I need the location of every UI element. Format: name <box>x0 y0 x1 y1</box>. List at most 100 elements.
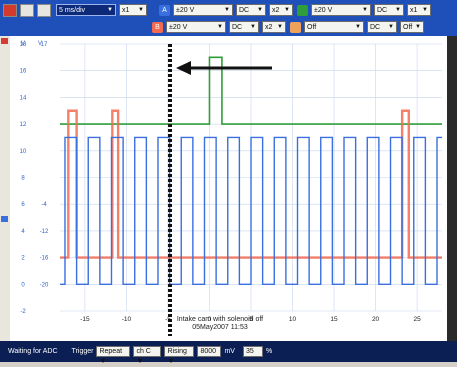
scope-display[interactable]: V V 18 16 14 12 10 8 6 4 2 0 -2 17 -4 -12 -16 -20 -15-… <box>10 36 447 341</box>
trigger-mode: Repeat <box>99 348 123 355</box>
y-tick-label-a: 4 <box>21 229 25 235</box>
channel-c-zoom-select[interactable]: x1 ▼ <box>407 4 431 16</box>
stop-button[interactable] <box>3 3 17 17</box>
settings-icon[interactable] <box>37 3 51 17</box>
channel-a-icon[interactable]: A <box>159 4 170 16</box>
x-tick-label: -15 <box>80 316 90 323</box>
channel-d-coupling: DC <box>370 23 381 31</box>
chevron-down-icon: ▼ <box>138 6 144 13</box>
channel-d-coupling-select[interactable]: DC ▼ <box>367 21 397 33</box>
chevron-down-icon: ▼ <box>284 6 290 13</box>
channel-a-trace <box>60 136 442 285</box>
channel-b-range-select[interactable]: ±20 V ▼ <box>166 21 226 33</box>
ruler-marker-icon[interactable] <box>1 216 8 222</box>
y-tick-label-a: 6 <box>21 202 25 208</box>
arrow-left-icon <box>176 61 191 75</box>
channel-d-icon[interactable] <box>290 21 301 33</box>
chevron-down-icon: ▼ <box>217 23 223 30</box>
channel-c-trace <box>60 56 442 125</box>
y-tick-label-b: -20 <box>40 282 49 288</box>
y-ticks-channel-a: 18 16 14 12 10 8 6 4 2 0 -2 <box>20 42 27 315</box>
chevron-down-icon: ▼ <box>257 6 263 13</box>
x-tick-label: -10 <box>122 316 132 323</box>
y-tick-label-a: 10 <box>20 149 27 155</box>
trigger-channel-select[interactable]: ch C ▼ <box>133 346 162 365</box>
pretrigger-unit: % <box>265 348 273 355</box>
y-tick-label-a: -2 <box>20 309 26 315</box>
channel-c-coupling-select[interactable]: DC ▼ <box>374 4 404 16</box>
y-tick-label-a: 18 <box>20 42 27 48</box>
pretrigger-input[interactable]: 35 <box>242 346 263 357</box>
zoom-select[interactable]: x1 ▼ <box>119 4 147 16</box>
y-tick-label-a: 2 <box>21 256 25 262</box>
channel-b-zoom: x2 <box>265 23 273 31</box>
trigger-level-input[interactable]: 8000 <box>197 346 222 357</box>
trigger-label: Trigger <box>71 348 94 355</box>
chevron-down-icon: ▼ <box>395 6 401 13</box>
toolbar-row-1: 5 ms/div ▼ x1 ▼ A ±20 V ▼ DC ▼ x2 ▼ ±20 V ▼ DC… <box>0 2 431 18</box>
chevron-down-icon: ▼ <box>224 6 230 13</box>
chevron-down-icon: ▼ <box>362 6 368 13</box>
toolbar: 5 ms/div ▼ x1 ▼ A ±20 V ▼ DC ▼ x2 ▼ ±20 V ▼ DC… <box>0 0 457 37</box>
x-tick-label: 25 <box>413 316 421 323</box>
channel-b-label: B <box>155 23 160 31</box>
trigger-level-unit: mV <box>224 348 235 355</box>
x-tick-label: 0 <box>208 316 212 323</box>
y-tick-label-a: 8 <box>21 176 25 182</box>
ruler-marker-icon[interactable] <box>1 38 8 44</box>
annotation-date: 05May2007 11:53 <box>192 324 248 331</box>
zoom-value: x1 <box>122 6 130 14</box>
x-tick-label: 5 <box>249 316 253 323</box>
y-tick-label-a: 14 <box>20 95 27 101</box>
channel-a-range: ±20 V <box>176 6 195 14</box>
channel-c-range: ±20 V <box>314 6 333 14</box>
channel-a-zoom: x2 <box>272 6 280 14</box>
pretrigger-value: 35 <box>245 348 254 355</box>
timebase-select[interactable]: 5 ms/div ▼ <box>56 4 116 16</box>
y-tick-label-b: 17 <box>41 42 48 48</box>
channel-d-range: Off <box>307 23 317 31</box>
channel-a-coupling-select[interactable]: DC ▼ <box>236 4 266 16</box>
channel-a-range-select[interactable]: ±20 V ▼ <box>173 4 233 16</box>
channel-a-coupling: DC <box>239 6 250 14</box>
chevron-down-icon: ▼ <box>250 23 256 30</box>
channel-b-zoom-select[interactable]: x2 ▼ <box>262 21 286 33</box>
channel-c-coupling: DC <box>377 6 388 14</box>
chevron-down-icon: ▼ <box>388 23 394 30</box>
chevron-down-icon: ▼ <box>422 6 428 13</box>
y-tick-label-a: 12 <box>20 122 27 128</box>
x-tick-label: 20 <box>372 316 380 323</box>
trigger-edge-select[interactable]: Rising ▼ <box>164 346 195 365</box>
open-file-icon[interactable] <box>20 3 34 17</box>
channel-c-range-select[interactable]: ±20 V ▼ <box>311 4 371 16</box>
annotation-title: Intake cam with solenoid off <box>177 316 263 323</box>
channel-c-icon[interactable] <box>297 4 308 16</box>
channel-d-range-select[interactable]: Off ▼ <box>304 21 364 33</box>
channel-b-icon[interactable]: B <box>152 21 163 33</box>
right-scrollbar[interactable] <box>447 36 457 341</box>
status-bar: Waiting for ADC Trigger Repeat ▼ ch C ▼ … <box>0 341 457 365</box>
channel-a-zoom-select[interactable]: x2 ▼ <box>269 4 293 16</box>
channel-b-coupling-select[interactable]: DC ▼ <box>229 21 259 33</box>
chevron-down-icon: ▼ <box>355 23 361 30</box>
chevron-down-icon: ▼ <box>415 23 421 30</box>
chevron-down-icon: ▼ <box>277 23 283 30</box>
channel-d-off-select[interactable]: Off ▼ <box>400 21 424 33</box>
channel-b-trace <box>60 109 442 259</box>
y-tick-label-b: -4 <box>41 202 47 208</box>
trigger-edge: Rising <box>167 348 187 355</box>
axis-a-unit: V <box>21 41 25 47</box>
channel-b-range: ±20 V <box>169 23 188 31</box>
channel-c-zoom: x1 <box>410 6 418 14</box>
y-tick-label-a: 16 <box>20 69 27 75</box>
toolbar-row-2: B ±20 V ▼ DC ▼ x2 ▼ Off ▼ DC ▼ Off ▼ <box>148 19 424 35</box>
y-ticks-channel-b: 17 -4 -12 -16 -20 <box>40 42 49 288</box>
y-tick-label-b: -16 <box>40 256 49 262</box>
timebase-value: 5 ms/div <box>59 6 86 14</box>
x-tick-label: 10 <box>289 316 297 323</box>
trigger-mode-select[interactable]: Repeat ▼ <box>96 346 131 365</box>
x-tick-label: 15 <box>330 316 338 323</box>
channel-d-off: Off <box>403 23 413 31</box>
y-tick-label-b: -12 <box>40 229 49 235</box>
